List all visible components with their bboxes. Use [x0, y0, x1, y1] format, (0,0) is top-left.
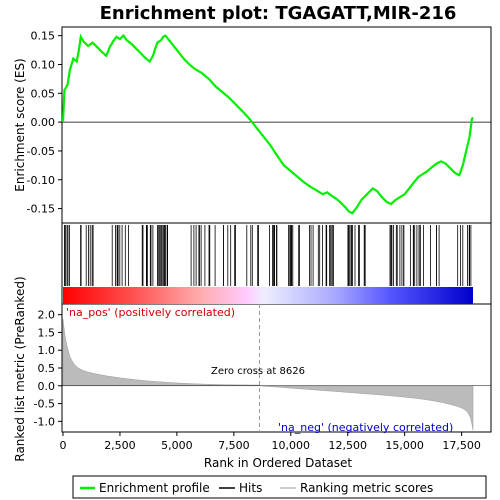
es-y-tick-label: 0.10 — [31, 58, 56, 71]
metric-area — [62, 319, 474, 431]
es-y-axis-label: Enrichment score (ES) — [13, 58, 27, 191]
x-tick-label: 7,500 — [218, 439, 250, 452]
negative-correlation-label: 'na_neg' (negatively correlated) — [278, 421, 453, 434]
x-axis: 0 2,500 5,000 7,500 10,000 12,500 15,000 17,500 — [60, 432, 481, 452]
x-tick-label: 10,000 — [272, 439, 311, 452]
rank-color-bar — [63, 287, 473, 304]
metric-y-tick-label: -0.5 — [34, 398, 55, 411]
legend-frame — [72, 475, 487, 499]
enrichment-profile-line — [61, 33, 474, 215]
metric-y-tick-label: 0.0 — [38, 380, 56, 393]
x-tick-label: 0 — [60, 439, 67, 452]
es-y-tick-label: -0.10 — [27, 174, 55, 187]
zero-cross-annotation: Zero cross at 8626 — [211, 366, 305, 377]
legend-label-metric: Ranking metric scores — [300, 481, 433, 495]
metric-y-tick-label: -1.0 — [34, 415, 55, 428]
x-tick-label: 17,500 — [442, 439, 481, 452]
hit-marks — [64, 225, 472, 286]
legend-label-hits: Hits — [239, 481, 262, 495]
metric-y-tick-label: 0.5 — [38, 362, 56, 375]
es-y-tick-label: -0.15 — [27, 203, 55, 216]
es-y-tick-label: 0.05 — [31, 87, 56, 100]
es-y-tick-label: -0.05 — [27, 145, 55, 158]
legend: Enrichment profile Hits Ranking metric s… — [72, 475, 487, 499]
metric-y-tick-label: 2.0 — [38, 309, 56, 322]
positive-correlation-label: 'na_pos' (positively correlated) — [66, 306, 235, 319]
es-y-tick-label: 0.00 — [31, 116, 56, 129]
metric-y-tick-label: 1.0 — [38, 344, 56, 357]
x-axis-label: Rank in Ordered Dataset — [204, 456, 352, 470]
x-tick-label: 15,000 — [385, 439, 424, 452]
legend-label-profile: Enrichment profile — [99, 481, 210, 495]
metric-y-axis: 2.0 1.5 1.0 0.5 0.0 -0.5 -1.0 — [34, 309, 62, 428]
es-y-tick-label: 0.15 — [31, 30, 56, 43]
metric-y-axis-label: Ranked list metric (PreRanked) — [13, 276, 27, 461]
metric-y-tick-label: 1.5 — [38, 326, 56, 339]
x-tick-label: 12,500 — [328, 439, 367, 452]
x-tick-label: 2,500 — [104, 439, 136, 452]
es-panel-frame — [61, 26, 492, 224]
es-y-axis: 0.15 0.10 0.05 0.00 -0.05 -0.10 -0.15 — [27, 30, 62, 216]
x-tick-label: 5,000 — [161, 439, 193, 452]
chart-title: Enrichment plot: TGAGATT,MIR-216 — [100, 3, 457, 24]
